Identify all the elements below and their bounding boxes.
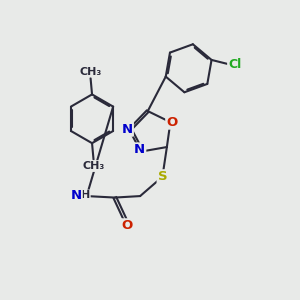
Text: N: N: [71, 189, 82, 202]
Text: Cl: Cl: [228, 58, 241, 71]
Text: O: O: [166, 116, 178, 129]
Text: CH₃: CH₃: [80, 67, 102, 76]
Text: CH₃: CH₃: [82, 161, 105, 171]
Text: O: O: [121, 219, 132, 232]
Text: N: N: [134, 143, 145, 156]
Text: N: N: [122, 123, 133, 136]
Text: S: S: [158, 170, 167, 183]
Text: H: H: [80, 190, 90, 200]
